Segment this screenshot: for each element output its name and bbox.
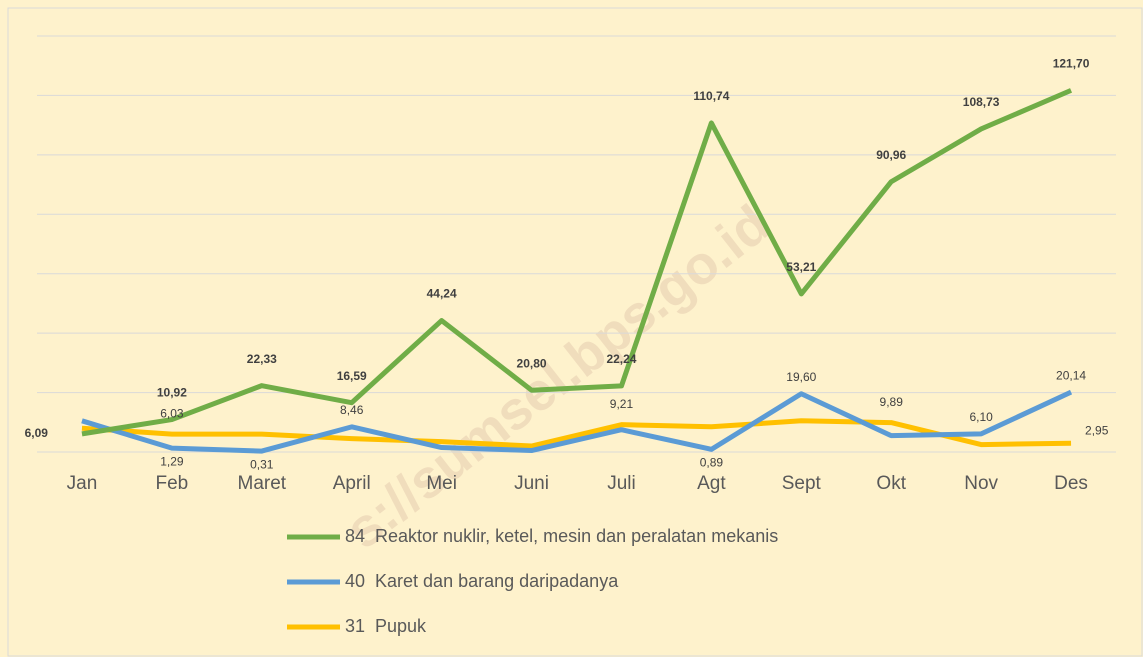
data-label: 90,96 xyxy=(876,148,906,162)
x-tick-label: Maret xyxy=(238,473,287,494)
data-label: 44,24 xyxy=(427,287,457,301)
data-label: 110,74 xyxy=(693,89,729,103)
x-tick-label: Feb xyxy=(156,473,189,494)
data-label: 6,10 xyxy=(969,410,993,424)
data-label: 9,21 xyxy=(610,397,634,411)
data-label: 6,03 xyxy=(160,406,184,420)
chart-border xyxy=(7,7,1143,657)
x-tick-label: Okt xyxy=(876,473,906,494)
watermark: s://sumsel.bps.go.id xyxy=(335,194,781,561)
x-tick-label: Agt xyxy=(697,473,726,494)
legend-label: 84 Reaktor nuklir, ketel, mesin dan pera… xyxy=(345,526,778,546)
data-label: 1,29 xyxy=(160,454,184,468)
data-label: 6,09 xyxy=(25,426,49,440)
data-label: 19,60 xyxy=(786,370,816,384)
series-line xyxy=(81,418,1072,449)
legend-label: 31 Pupuk xyxy=(345,616,427,636)
data-label: 121,70 xyxy=(1053,57,1090,71)
x-tick-label: Jan xyxy=(67,473,98,494)
data-label: 8,46 xyxy=(340,403,364,417)
data-label: 16,59 xyxy=(337,369,367,383)
data-label: 20,14 xyxy=(1056,368,1086,382)
series-line xyxy=(81,88,1073,437)
data-label: 2,95 xyxy=(1085,423,1109,437)
x-tick-label: Mei xyxy=(426,473,457,494)
legend-label: 40 Karet dan barang daripadanya xyxy=(345,571,619,591)
x-tick-label: Juni xyxy=(514,473,549,494)
data-label: 20,80 xyxy=(517,356,547,370)
data-label: 22,33 xyxy=(247,352,277,366)
x-tick-label: April xyxy=(333,473,371,494)
data-label: 9,89 xyxy=(880,395,904,409)
data-label: 53,21 xyxy=(786,260,816,274)
x-tick-label: Sept xyxy=(782,473,822,494)
data-label: 0,89 xyxy=(700,456,724,470)
x-tick-label: Nov xyxy=(964,473,998,494)
data-label: 108,73 xyxy=(963,95,1000,109)
series-line xyxy=(81,389,1073,454)
data-label: 0,31 xyxy=(250,457,274,471)
x-tick-label: Juli xyxy=(607,473,636,494)
x-tick-label: Des xyxy=(1054,473,1088,494)
data-label: 22,24 xyxy=(606,352,636,366)
data-label: 10,92 xyxy=(157,386,187,400)
